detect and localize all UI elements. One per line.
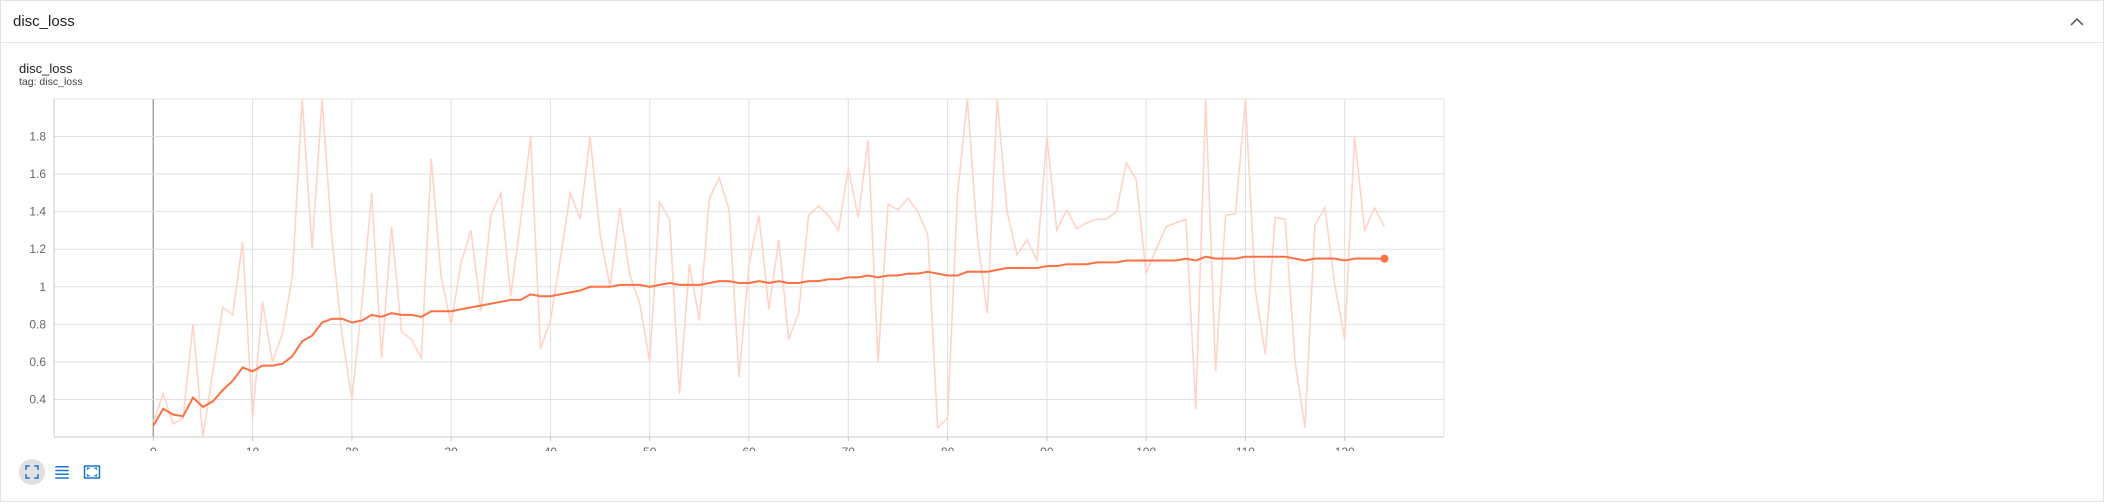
x-tick-label: 80: [941, 445, 955, 451]
x-tick-label: 100: [1136, 445, 1156, 451]
fullscreen-icon[interactable]: [19, 459, 45, 485]
fit-domain-icon[interactable]: [79, 459, 105, 485]
card-title: disc_loss: [19, 61, 73, 76]
y-tick-label: 1.6: [29, 167, 46, 181]
raw-series-line: [152, 98, 1386, 438]
x-tick-label: 0: [150, 445, 157, 451]
last-point-marker: [1380, 254, 1389, 263]
y-tick-label: 0.4: [29, 392, 46, 406]
y-tick-label: 1.2: [29, 242, 46, 256]
x-tick-label: 20: [345, 445, 359, 451]
card-tag: tag: disc_loss: [19, 76, 83, 88]
y-tick-label: 1: [39, 280, 46, 294]
y-tick-label: 0.6: [29, 355, 46, 369]
x-tick-label: 40: [544, 445, 558, 451]
x-tick-label: 90: [1040, 445, 1054, 451]
chevron-up-icon[interactable]: [2065, 10, 2089, 34]
loss-chart[interactable]: 0 10 20 30 40 50 60 70 80 90 100 110 120 0.4 0.6 0.8 1 1.…: [1, 89, 1461, 451]
y-tick-label: 1.4: [29, 205, 46, 219]
x-tick-label: 50: [643, 445, 657, 451]
panel-header[interactable]: disc_loss: [1, 1, 2103, 43]
x-tick-label: 30: [444, 445, 458, 451]
y-tick-label: 1.8: [29, 130, 46, 144]
y-tick-label: 0.8: [29, 317, 46, 331]
x-tick-label: 60: [742, 445, 756, 451]
panel-title: disc_loss: [13, 13, 75, 30]
smoothed-series-line: [152, 255, 1385, 427]
x-tick-label: 120: [1335, 445, 1355, 451]
list-icon[interactable]: [49, 459, 75, 485]
x-tick-label: 110: [1236, 445, 1255, 451]
x-tick-label: 10: [246, 445, 260, 451]
x-tick-label: 70: [842, 445, 856, 451]
